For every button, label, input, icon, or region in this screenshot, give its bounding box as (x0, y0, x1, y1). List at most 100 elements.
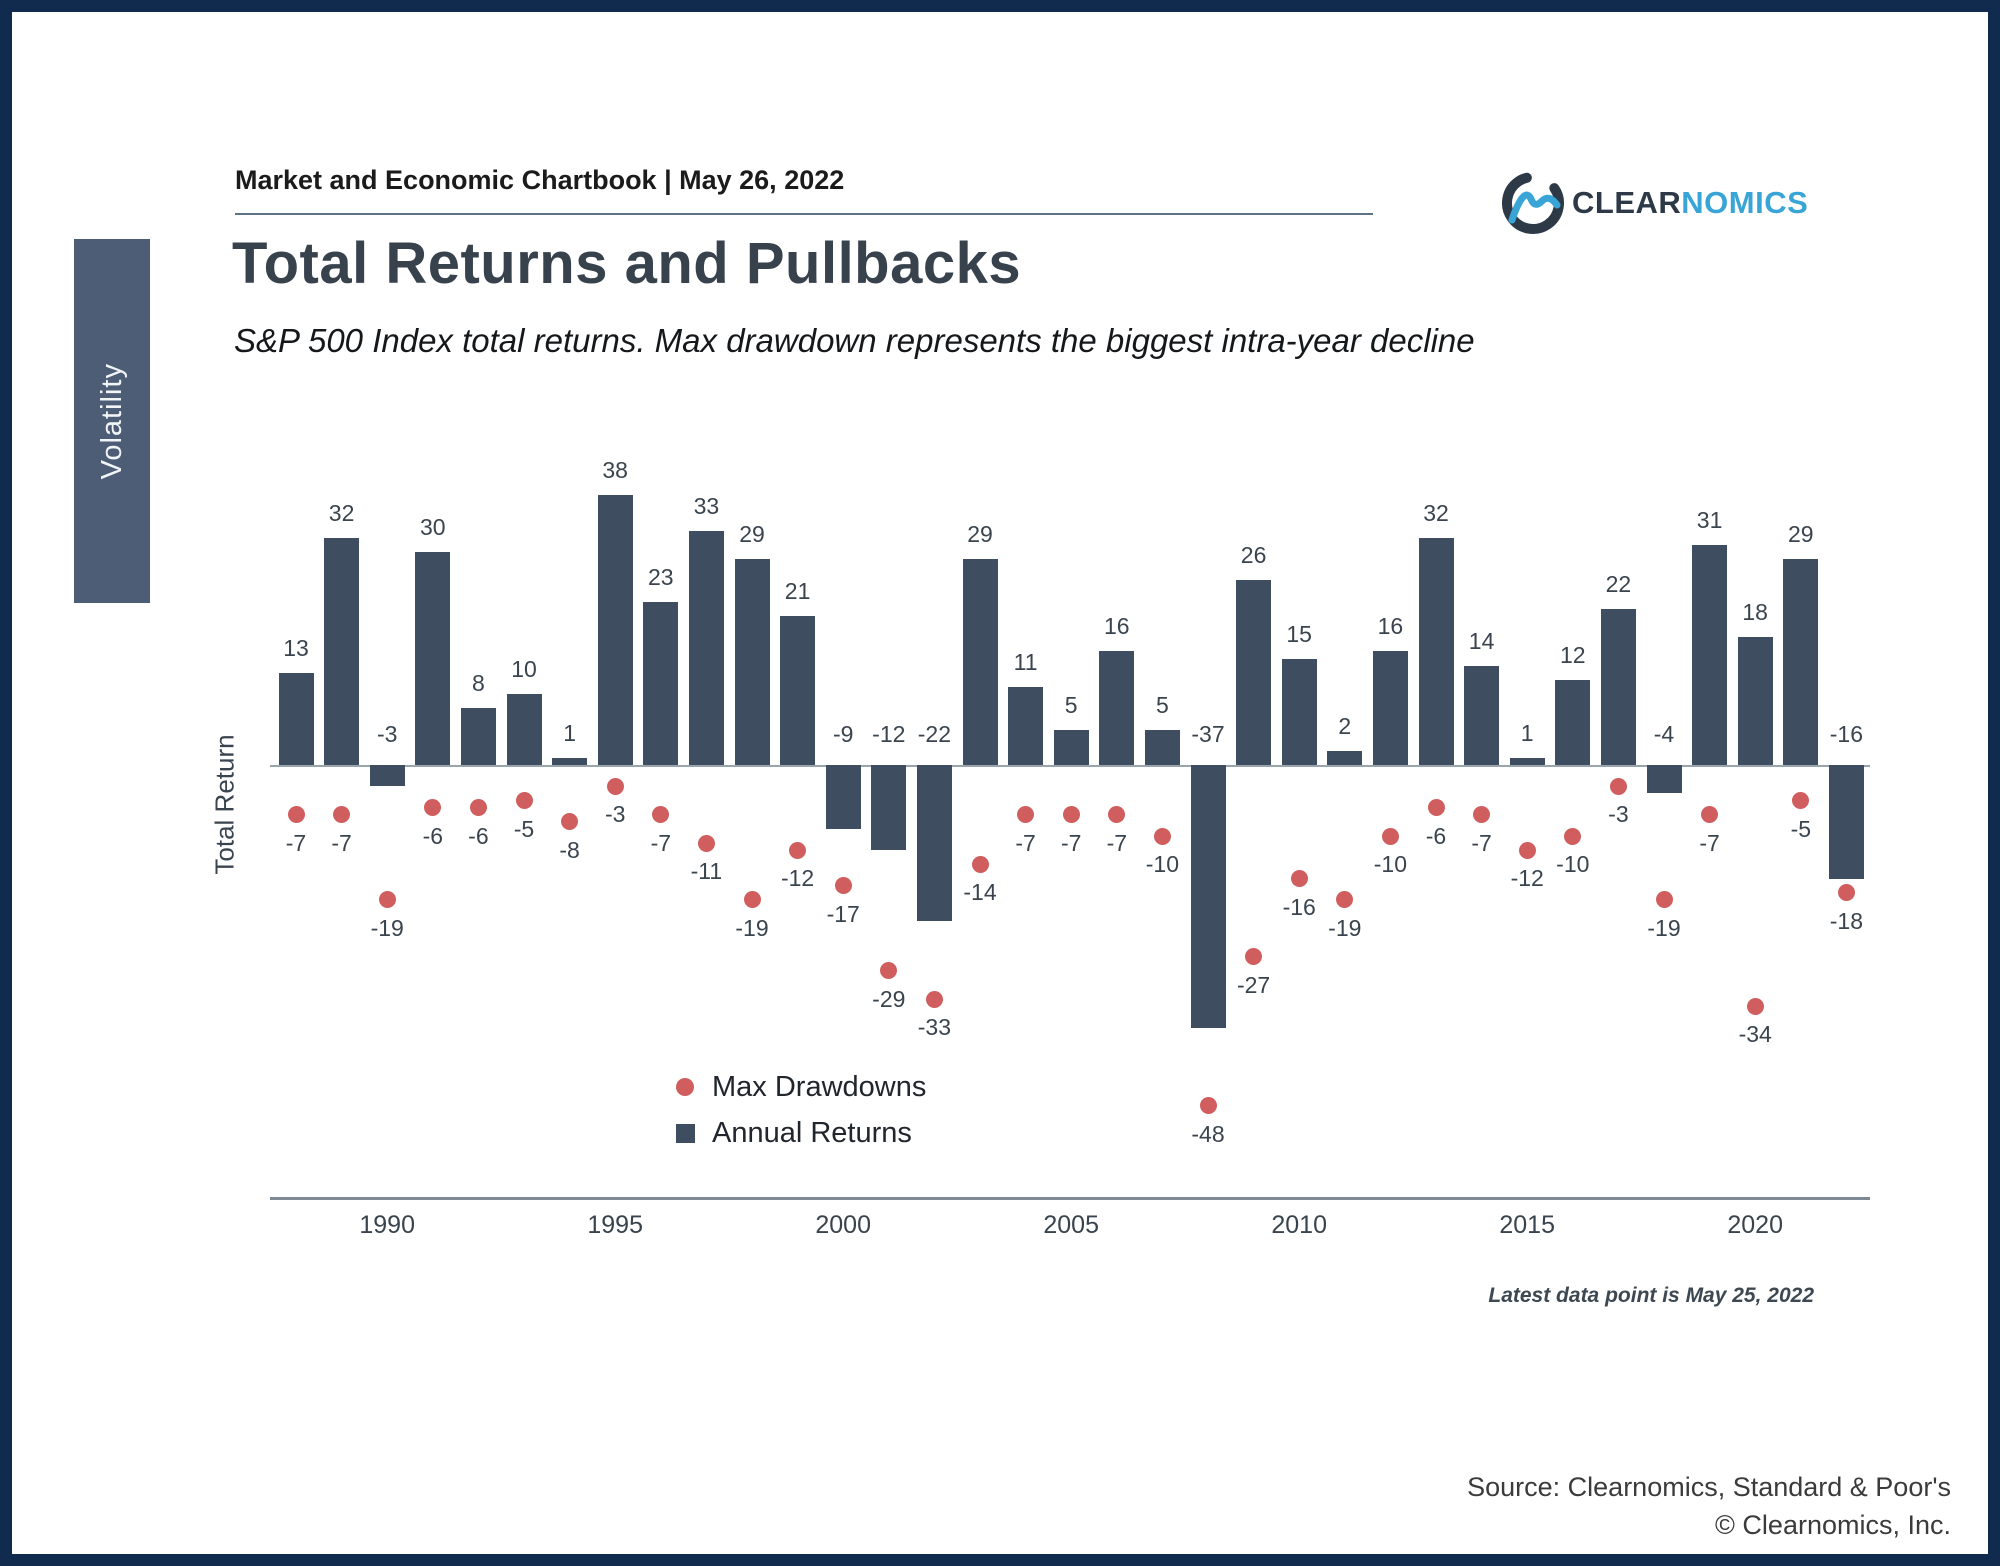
chartbook-header: Market and Economic Chartbook | May 26, … (235, 165, 845, 195)
drawdown-label-1997: -11 (690, 858, 723, 885)
legend-item-annual-returns: Annual Returns (676, 1110, 926, 1156)
bar-label-2003: 29 (967, 521, 993, 548)
drawdown-label-2012: -10 (1373, 851, 1408, 877)
logo-nomics: NOMICS (1681, 185, 1809, 220)
bar-label-2001: -12 (872, 721, 906, 747)
clearnomics-logo-icon (1502, 172, 1564, 234)
bar-2018 (1646, 765, 1682, 794)
bar-label-2022: -16 (1829, 721, 1864, 747)
x-tick-1995: 1995 (587, 1211, 643, 1239)
drawdown-dot-2022 (1837, 884, 1855, 902)
drawdown-label-2008: -48 (1191, 1120, 1225, 1147)
bar-label-1992: 8 (471, 670, 485, 697)
drawdown-dot-2011 (1336, 891, 1354, 909)
logo-clear: CLEAR (1572, 185, 1682, 220)
drawdown-dot-2015 (1518, 841, 1536, 859)
bar-label-2018: -4 (1653, 721, 1675, 747)
bar-2004 (1008, 686, 1044, 765)
drawdown-label-2017: -3 (1608, 801, 1629, 828)
x-tick-2000: 2000 (815, 1211, 871, 1239)
bar-1998 (734, 559, 770, 765)
drawdown-label-2005: -7 (1060, 829, 1082, 856)
drawdown-dot-2020 (1746, 997, 1764, 1015)
drawdown-dot-1993 (515, 792, 533, 809)
drawdown-label-1996: -7 (650, 829, 672, 856)
x-tick-2020: 2020 (1727, 1211, 1783, 1239)
drawdown-label-2016: -10 (1556, 851, 1590, 877)
drawdown-dot-2001 (880, 962, 898, 980)
max-drawdowns-marker-icon (676, 1078, 694, 1096)
drawdown-label-2015: -12 (1510, 865, 1544, 892)
bar-label-2011: 2 (1338, 712, 1352, 739)
drawdown-dot-1997 (697, 834, 715, 852)
drawdown-dot-2019 (1701, 806, 1719, 824)
bar-label-2007: 5 (1155, 691, 1169, 718)
bar-label-1997: 33 (693, 492, 720, 519)
bar-2008 (1190, 765, 1226, 1028)
bar-label-2010: 15 (1286, 620, 1312, 647)
bar-label-1995: 38 (602, 457, 628, 484)
clearnomics-logo: CLEARNOMICS (1500, 170, 1808, 236)
bar-label-2008: -37 (1191, 721, 1225, 747)
drawdown-label-2001: -29 (872, 985, 906, 1012)
bar-1994 (552, 757, 588, 765)
bar-1992 (460, 708, 496, 765)
drawdown-label-1993: -5 (513, 815, 535, 842)
drawdown-dot-2004 (1017, 806, 1035, 824)
bar-label-2009: 26 (1240, 542, 1267, 569)
bar-2021 (1783, 559, 1819, 765)
drawdown-label-2022: -18 (1829, 907, 1864, 934)
drawdown-dot-2006 (1108, 806, 1126, 824)
bar-label-2004: 11 (1013, 648, 1038, 675)
bar-2012 (1372, 651, 1408, 765)
x-tick-1990: 1990 (359, 1211, 415, 1239)
bar-label-2005: 5 (1064, 691, 1078, 718)
x-axis-line (270, 1197, 1870, 1200)
source-line-1: Source: Clearnomics, Standard & Poor's (1467, 1472, 1951, 1502)
bar-label-1994: 1 (563, 719, 576, 746)
drawdown-dot-1992 (469, 799, 487, 817)
chart-subtitle: S&P 500 Index total returns. Max drawdow… (234, 322, 1475, 359)
bar-2010 (1281, 658, 1317, 765)
bar-2003 (962, 559, 998, 765)
chart-plot: 13 -7 32 -7 -3 -19 30 -6 8 -6 10 -5 1 -8 38 -3 23 -7 33 -11… (270, 432, 1870, 1242)
drawdown-label-1989: -7 (331, 829, 352, 856)
drawdown-dot-1996 (652, 806, 670, 824)
bar-2001 (871, 765, 907, 851)
bar-2017 (1600, 608, 1636, 765)
drawdown-dot-1999 (789, 841, 807, 859)
source-attribution: Source: Clearnomics, Standard & Poor's ©… (1467, 1468, 1951, 1544)
drawdown-dot-2009 (1245, 948, 1263, 966)
y-axis-label: Total Return (209, 734, 240, 875)
bar-label-2016: 12 (1560, 641, 1586, 668)
drawdown-dot-2021 (1792, 792, 1810, 809)
sidebar-tab-label: Volatility (95, 362, 128, 480)
bar-2013 (1418, 537, 1454, 765)
drawdown-label-1995: -3 (604, 801, 626, 828)
drawdown-dot-2010 (1290, 870, 1308, 888)
drawdown-dot-2007 (1153, 827, 1171, 845)
latest-data-note: Latest data point is May 25, 2022 (1488, 1284, 1814, 1307)
bar-label-1991: 30 (420, 514, 446, 540)
drawdown-dot-1991 (424, 799, 442, 817)
drawdown-label-2019: -7 (1699, 829, 1720, 856)
bar-label-2000: -9 (832, 721, 854, 747)
drawdown-dot-2012 (1381, 827, 1399, 845)
bar-label-2017: 22 (1605, 570, 1632, 597)
drawdown-label-2000: -17 (826, 900, 860, 927)
bar-2022 (1828, 765, 1864, 879)
bar-label-2019: 31 (1696, 506, 1723, 533)
drawdown-label-2011: -19 (1328, 914, 1362, 941)
sidebar-tab-volatility[interactable]: Volatility (74, 239, 150, 603)
drawdown-label-2018: -19 (1647, 914, 1681, 941)
drawdown-dot-2017 (1609, 777, 1627, 795)
drawdown-label-1994: -8 (559, 836, 580, 863)
bar-1988 (278, 672, 314, 765)
bar-label-1989: 32 (328, 499, 355, 526)
drawdown-dot-1995 (606, 777, 624, 795)
drawdown-dot-2000 (834, 877, 852, 895)
bar-1991 (415, 552, 451, 765)
bar-1989 (324, 537, 360, 765)
bar-2007 (1144, 729, 1180, 765)
